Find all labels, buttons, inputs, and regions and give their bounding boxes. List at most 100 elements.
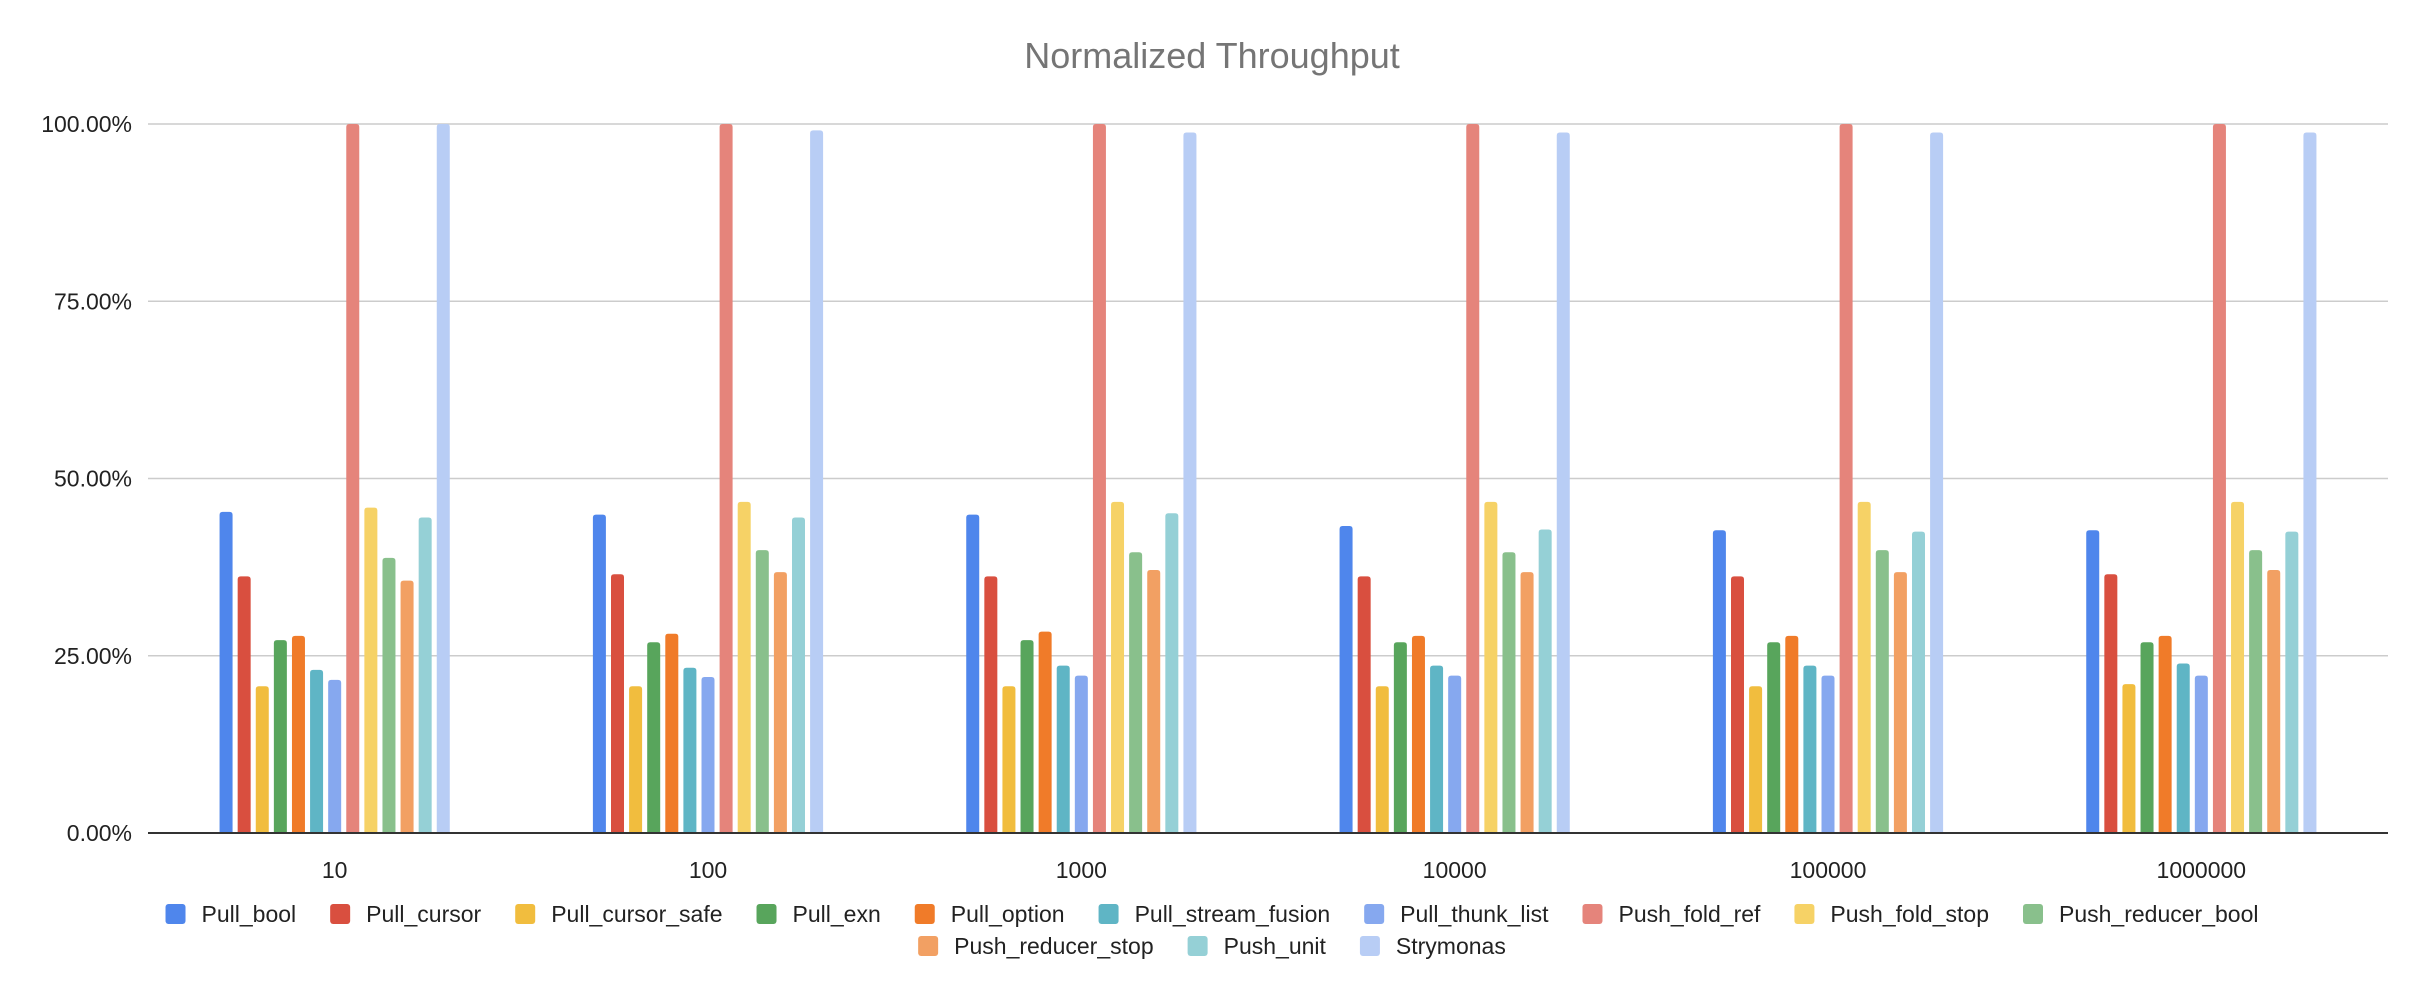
- bar-push-reducer-stop-100000: [1893, 572, 1907, 833]
- legend-label: Strymonas: [1396, 933, 1506, 959]
- legend-item-strymonas: Strymonas: [1359, 933, 1506, 959]
- bar-push-reducer-bool-1000000: [2249, 550, 2263, 833]
- bar-push-fold-ref-1000: [1092, 124, 1106, 833]
- x-axis-tick-labels: 10 100 1000 10000 100000 1000000: [322, 857, 2246, 883]
- legend-swatch: [1364, 904, 1385, 924]
- bar-push-reducer-stop-1000: [1147, 569, 1161, 833]
- bar-pull-stream-fusion-100000: [1803, 665, 1817, 833]
- bar-push-fold-ref-100000: [1839, 124, 1853, 833]
- bar-push-unit-10000: [1538, 529, 1552, 833]
- bar-pull-bool-1000000: [2086, 530, 2100, 833]
- y-tick-label: 0.00%: [67, 820, 132, 846]
- bar-pull-bool-100: [592, 514, 606, 833]
- bar-push-fold-stop-100: [737, 501, 751, 833]
- bar-pull-cursor-100000: [1731, 576, 1744, 833]
- bar-pull-exn-10000: [1393, 642, 1407, 833]
- bar-pull-cursor-1000000: [2104, 574, 2118, 833]
- chart-title: Normalized Throughput: [1024, 35, 1400, 76]
- y-tick-label: 50.00%: [54, 466, 132, 492]
- bar-push-fold-stop-100000: [1857, 501, 1871, 833]
- legend-swatch: [914, 904, 935, 924]
- bar-push-reducer-stop-10: [400, 580, 414, 833]
- bar-pull-bool-10000: [1339, 526, 1353, 833]
- bar-pull-option-100000: [1785, 635, 1799, 833]
- bars: [219, 124, 2317, 834]
- legend-label: Pull_stream_fusion: [1135, 901, 1331, 927]
- bar-pull-exn-10: [273, 640, 287, 833]
- bar-pull-thunk-list-10000: [1448, 675, 1462, 833]
- legend-item-pull-cursor-safe: Pull_cursor_safe: [515, 901, 723, 927]
- bar-pull-bool-1000: [966, 514, 980, 833]
- legend-label: Pull_exn: [793, 901, 881, 927]
- legend-item-push-reducer-bool: Push_reducer_bool: [2023, 901, 2258, 927]
- x-tick-label: 10: [322, 857, 348, 883]
- bar-push-reducer-bool-100: [755, 550, 769, 833]
- bar-pull-cursor-safe-1000000: [2122, 684, 2136, 833]
- bar-pull-option-10000: [1411, 635, 1425, 833]
- bar-pull-option-100: [665, 633, 679, 833]
- bar-push-reducer-stop-100: [773, 572, 787, 833]
- bar-strymonas-100000: [1930, 132, 1944, 833]
- bar-pull-cursor-1000: [984, 576, 998, 833]
- gridlines: [148, 123, 2388, 657]
- bar-pull-option-1000000: [2158, 635, 2172, 833]
- x-tick-label: 100: [689, 857, 727, 883]
- bar-push-reducer-bool-100000: [1875, 550, 1889, 833]
- bar-pull-cursor-safe-100: [629, 686, 643, 833]
- legend-label: Push_fold_stop: [1830, 901, 1989, 927]
- bar-push-reducer-bool-10: [382, 557, 396, 833]
- y-tick-label: 25.00%: [54, 643, 132, 669]
- bar-push-reducer-stop-10000: [1520, 572, 1534, 833]
- bar-pull-bool-100000: [1712, 530, 1726, 833]
- bar-pull-bool-10: [219, 511, 233, 833]
- bar-push-unit-10: [418, 517, 432, 833]
- x-tick-label: 10000: [1423, 857, 1487, 883]
- legend-item-pull-option: Pull_option: [914, 901, 1065, 927]
- legend-swatch: [330, 904, 351, 924]
- bar-pull-exn-100: [647, 642, 661, 833]
- legend-item-push-fold-stop: Push_fold_stop: [1794, 901, 1989, 927]
- legend-item-pull-thunk-list: Pull_thunk_list: [1364, 901, 1549, 927]
- legend-label: Push_reducer_stop: [954, 933, 1153, 959]
- bar-push-fold-stop-10000: [1484, 501, 1498, 833]
- x-tick-label: 100000: [1790, 857, 1867, 883]
- bar-pull-exn-100000: [1767, 642, 1781, 833]
- bar-pull-cursor-safe-100000: [1749, 686, 1763, 833]
- bar-pull-option-1000: [1038, 631, 1052, 833]
- bar-pull-cursor-safe-1000: [1002, 686, 1016, 833]
- legend-label: Push_unit: [1224, 933, 1327, 959]
- bar-pull-stream-fusion-1000: [1056, 665, 1070, 833]
- y-axis-tick-labels: 0.00% 25.00% 50.00% 75.00% 100.00%: [41, 111, 132, 846]
- bar-pull-thunk-list-10: [328, 679, 342, 833]
- bar-pull-stream-fusion-10: [310, 669, 324, 833]
- legend-swatch: [1582, 904, 1603, 924]
- legend-item-push-reducer-stop: Push_reducer_stop: [918, 933, 1154, 959]
- legend-item-pull-exn: Pull_exn: [756, 901, 881, 927]
- legend-item-pull-bool: Pull_bool: [165, 901, 296, 927]
- bar-pull-cursor-safe-10000: [1375, 686, 1389, 833]
- bar-push-reducer-bool-1000: [1129, 552, 1143, 833]
- bar-pull-cursor-safe-10: [255, 686, 269, 833]
- bar-strymonas-10000: [1556, 132, 1570, 833]
- bar-pull-thunk-list-100000: [1821, 675, 1835, 833]
- bar-push-fold-stop-1000: [1111, 501, 1125, 833]
- legend-swatch: [2023, 904, 2043, 924]
- y-tick-label: 100.00%: [41, 111, 132, 137]
- legend-item-push-unit: Push_unit: [1187, 933, 1327, 959]
- legend-label: Push_fold_ref: [1618, 901, 1761, 927]
- legend-swatch: [756, 904, 777, 924]
- bar-push-unit-100000: [1912, 531, 1925, 833]
- bar-push-reducer-stop-1000000: [2267, 569, 2281, 833]
- legend-swatch: [1187, 936, 1208, 956]
- bar-push-fold-ref-10: [346, 124, 360, 833]
- bar-pull-stream-fusion-100: [683, 667, 697, 833]
- legend-label: Pull_option: [951, 901, 1065, 927]
- legend-label: Pull_cursor: [366, 901, 481, 927]
- bar-pull-option-10: [291, 635, 305, 833]
- legend-label: Push_reducer_bool: [2059, 901, 2258, 927]
- bar-pull-cursor-10000: [1357, 576, 1371, 833]
- bar-push-fold-ref-10000: [1466, 124, 1480, 833]
- bar-push-unit-100: [792, 517, 805, 833]
